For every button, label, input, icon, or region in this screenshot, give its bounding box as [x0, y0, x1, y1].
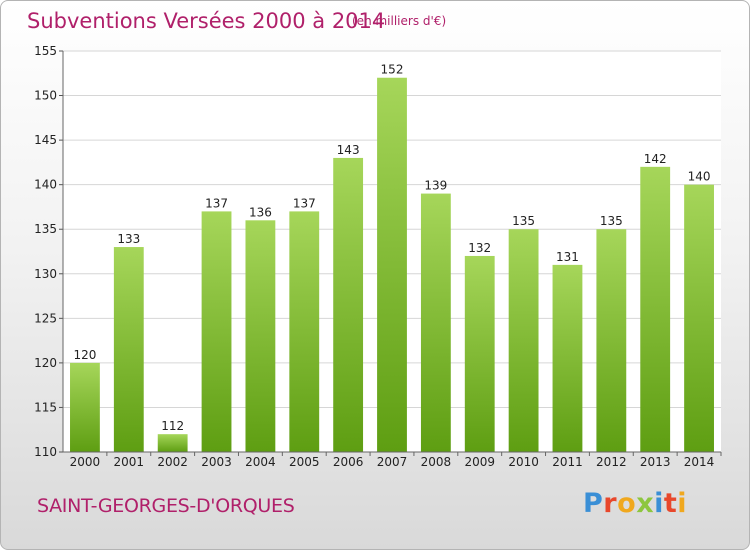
bar — [157, 434, 188, 452]
bar — [333, 157, 364, 452]
bar — [420, 193, 451, 453]
bar — [245, 220, 276, 452]
axes: 110 115 120 125 130 135 140 145 150 155 2000 2001 20… — [34, 44, 722, 469]
logo-letter: o — [617, 488, 637, 519]
logo-letter: x — [636, 488, 655, 519]
chart-unit-note: (en milliers d'€) — [352, 14, 447, 28]
x-tick-label: 2010 — [508, 455, 539, 469]
bar — [552, 264, 583, 452]
bar — [464, 255, 495, 452]
x-tick-label: 2013 — [640, 455, 671, 469]
bar — [201, 211, 232, 452]
bar-value-label: 133 — [117, 232, 140, 246]
bar-value-label: 112 — [161, 419, 184, 433]
bar — [289, 211, 320, 452]
chart-title: Subventions Versées 2000 à 2014 — [27, 9, 386, 33]
bar-value-label: 142 — [644, 152, 667, 166]
x-tick-label: 2011 — [552, 455, 583, 469]
logo-letter: i — [677, 488, 688, 519]
x-tick-label: 2009 — [464, 455, 495, 469]
x-tick-label: 2003 — [201, 455, 232, 469]
bar — [70, 362, 100, 452]
x-tick-label: 2008 — [421, 455, 452, 469]
logo-letter: P — [583, 488, 604, 519]
y-tick-label: 110 — [34, 445, 57, 459]
bar-value-label: 139 — [424, 179, 447, 193]
bar-value-label: 137 — [293, 196, 316, 210]
x-tick-label: 2004 — [245, 455, 276, 469]
bar-value-label: 135 — [512, 214, 535, 228]
y-tick-label: 140 — [34, 178, 57, 192]
bar-value-label: 131 — [556, 250, 579, 264]
y-tick-label: 150 — [34, 89, 57, 103]
y-tick-label: 135 — [34, 222, 57, 236]
bar-value-label: 137 — [205, 196, 228, 210]
x-tick-label: 2000 — [70, 455, 101, 469]
y-tick-label: 145 — [34, 133, 57, 147]
x-tick-label: 2002 — [157, 455, 188, 469]
bar — [684, 184, 714, 452]
logo-letter: r — [603, 488, 618, 519]
x-tick-label: 2006 — [333, 455, 364, 469]
logo-letter: i — [654, 488, 664, 519]
x-tick-label: 2007 — [377, 455, 408, 469]
bars: 120 133 112 137 136 137 143 152 139 132 135 131 135 1… — [70, 63, 714, 453]
y-tick-label: 125 — [34, 311, 57, 325]
bar — [508, 229, 539, 452]
x-tick-label: 2012 — [596, 455, 627, 469]
bar — [377, 77, 407, 452]
commune-name: SAINT-GEORGES-D'ORQUES — [37, 495, 295, 517]
x-tick-label: 2014 — [684, 455, 715, 469]
y-tick-label: 120 — [34, 356, 57, 370]
bar-value-label: 152 — [381, 63, 404, 77]
y-tick-label: 115 — [34, 400, 57, 414]
x-tick-label: 2001 — [114, 455, 145, 469]
bar — [113, 247, 144, 452]
y-tick-label: 130 — [34, 267, 57, 281]
bar-value-label: 140 — [688, 170, 711, 184]
bar-value-label: 120 — [73, 348, 96, 362]
bar-value-label: 135 — [600, 214, 623, 228]
logo-letter: t — [663, 488, 678, 519]
y-tick-label: 155 — [34, 44, 57, 58]
bar-value-label: 136 — [249, 205, 272, 219]
proxiti-logo: Proxiti — [583, 488, 687, 519]
bar — [596, 229, 627, 452]
bar-value-label: 132 — [468, 241, 491, 255]
bar-value-label: 143 — [337, 143, 360, 157]
x-tick-label: 2005 — [289, 455, 320, 469]
bar — [640, 166, 671, 452]
